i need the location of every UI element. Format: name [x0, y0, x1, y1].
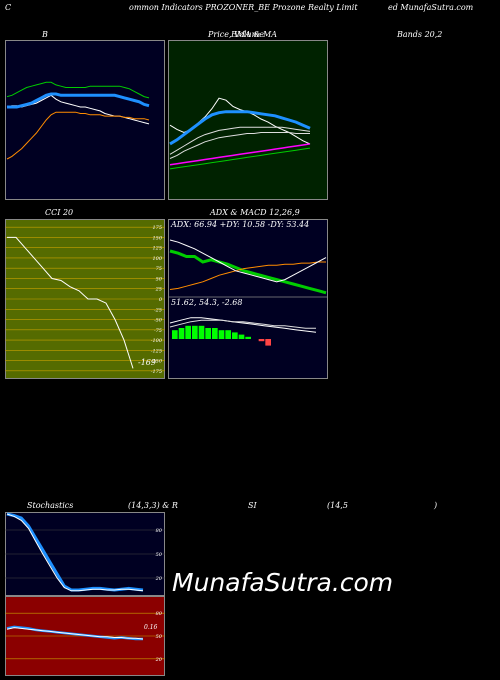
- macd-series-line-1: [169, 319, 316, 329]
- cci-tick-label: -125: [151, 348, 162, 354]
- ema_ma-series-line-4: [169, 147, 311, 170]
- adx-series-line-1: [169, 261, 326, 290]
- macd-histogram-bar: [172, 330, 178, 339]
- label-price-volume: Price, Volume: [208, 30, 264, 39]
- adx-series-line-0: [169, 249, 327, 295]
- label-stochastics: Stochastics: [27, 501, 74, 510]
- macd-readout: 51.62, 54.3, -2.68: [171, 298, 243, 307]
- rsi-tick-label: 20: [155, 657, 163, 663]
- cci-tick-label: 100: [152, 256, 162, 262]
- label-ema-ma: EMA & MA: [231, 30, 277, 39]
- cci-tick-label: -25: [154, 307, 162, 313]
- cci-tick-label: 175: [152, 225, 162, 231]
- label-cci: CCI 20: [45, 208, 74, 217]
- header-site: ed MunafaSutra.com: [388, 3, 474, 12]
- watermark: MunafaSutra.com: [172, 568, 394, 597]
- rsi-tick-label: 80: [156, 611, 163, 617]
- macd-histogram-bar: [258, 339, 265, 342]
- header-c: C: [5, 3, 12, 12]
- macd-histogram-bar: [192, 325, 198, 339]
- ema_ma-series-line-3: [169, 132, 310, 159]
- macd-histogram-bar: [178, 328, 185, 339]
- label-stoch-params: (14,3,3) & R: [128, 501, 178, 510]
- cci-tick-label: -75: [154, 328, 162, 334]
- rsi-tick-label: 50: [156, 634, 163, 640]
- label-adx-macd: ADX & MACD 12,26,9: [210, 208, 300, 217]
- cci-tick-label: 150: [152, 235, 162, 241]
- macd-histogram-bar: [232, 332, 238, 339]
- rsi-series-line-1: [6, 627, 144, 640]
- adx-macd-chart: [168, 219, 328, 379]
- stochastics-series-line-1: [6, 513, 144, 592]
- label-paren: ): [434, 501, 438, 510]
- cci-tick-label: -100: [151, 338, 163, 344]
- macd-histogram-bar: [218, 330, 225, 339]
- cci-tick-label: -175: [151, 369, 162, 375]
- macd-histogram-bar: [238, 334, 245, 339]
- rsi-value-label: 0.16: [144, 624, 158, 631]
- cci-chart: 175 150 125 100 75 50 25 0 -25 -50 -75 -100 -125 -150…: [5, 219, 165, 379]
- ema_ma-series-line-2: [169, 126, 311, 155]
- adx-series-line-2: [169, 239, 327, 283]
- bollinger-series-line-3: [6, 111, 150, 160]
- ema_ma-series-line-1: [169, 110, 311, 146]
- macd-histogram-bar: [185, 325, 191, 339]
- adx-frame: [168, 219, 328, 379]
- stoch-tick-label: 80: [156, 528, 163, 534]
- cci-tick-label: 125: [152, 246, 162, 252]
- bollinger-frame: [5, 40, 165, 200]
- ema-ma-chart: [168, 40, 328, 200]
- ema_ma-series-line-5: [169, 143, 311, 166]
- cci-tick-label: 75: [156, 266, 162, 272]
- cci-value-label: -169: [138, 358, 156, 367]
- cci-series-line-0: [7, 236, 134, 369]
- cci-tick-label: 25: [155, 287, 162, 293]
- macd-histogram-bar: [198, 325, 205, 339]
- macd-histogram-bar: [225, 330, 231, 339]
- label-si: SI: [248, 501, 257, 510]
- cci-tick-label: 50: [156, 276, 163, 282]
- cci-tick-label: -150: [151, 359, 163, 365]
- bollinger-series-line-2: [6, 81, 150, 99]
- cci-tick-label: -50: [154, 318, 163, 324]
- adx-readout: ADX: 66.94 +DY: 10.58 -DY: 53.44: [171, 220, 310, 229]
- macd-histogram-bar: [205, 328, 211, 339]
- macd-histogram-bar: [245, 336, 251, 339]
- macd-series-line-0: [169, 317, 317, 333]
- header-title: ommon Indicators PROZONER_BE Prozone Rea…: [129, 3, 358, 12]
- bollinger-bands-chart: [5, 40, 165, 200]
- rsi-chart: 80 50 20: [5, 596, 165, 676]
- ema-frame: [168, 40, 328, 200]
- macd-histogram-bar: [212, 328, 218, 339]
- stoch-tick-label: 50: [156, 552, 163, 558]
- cci-tick-label: 0: [159, 297, 163, 303]
- label-bands: Bands 20,2: [397, 30, 443, 39]
- stochastics-chart: 80 50 20: [5, 512, 165, 596]
- label-bollinger: B: [42, 30, 48, 39]
- stoch-tick-label: 20: [155, 576, 163, 582]
- bollinger-series-line-1: [7, 92, 150, 109]
- label-rsi-params: (14,5: [327, 501, 348, 510]
- macd-histogram-bar: [265, 339, 271, 346]
